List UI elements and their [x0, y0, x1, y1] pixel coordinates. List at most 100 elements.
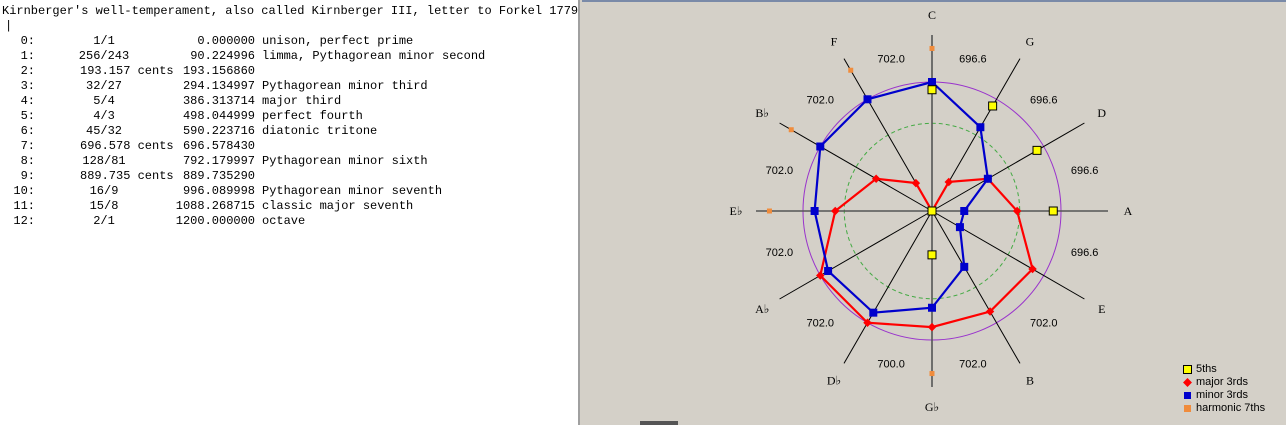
axis-label: G	[1026, 34, 1035, 48]
marker-minor-3rds	[955, 223, 964, 232]
row-index: 8:	[20, 154, 35, 168]
row-index: 1:	[20, 49, 35, 63]
row-ratio: 256/243	[78, 49, 130, 63]
fifth-size-label: 696.6	[1071, 247, 1099, 259]
fifth-size-label: 702.0	[766, 247, 794, 259]
spoke-2	[931, 122, 1085, 212]
legend-label: major 3rds	[1196, 376, 1248, 388]
legend-label: 5ths	[1196, 363, 1217, 375]
axis-label: A♭	[755, 302, 769, 316]
text-cursor: |	[5, 19, 13, 33]
scale-title: Kirnberger's well-temperament, also call…	[2, 4, 579, 18]
marker-harmonic-7ths	[766, 208, 772, 214]
axis-label: E♭	[730, 204, 743, 218]
marker-major-3rds	[816, 271, 825, 280]
marker-major-3rds	[927, 322, 937, 332]
scale-text-panel[interactable]: Kirnberger's well-temperament, also call…	[0, 0, 580, 425]
legend-marker	[1183, 365, 1192, 374]
axis-label: F	[831, 34, 838, 48]
marker-5ths	[1032, 145, 1042, 155]
legend-marker	[1184, 405, 1191, 412]
marker-minor-3rds	[810, 207, 819, 215]
row-cents: 294.134997	[182, 79, 255, 93]
fifth-size-label: 702.0	[959, 359, 987, 371]
marker-minor-3rds	[928, 78, 936, 86]
row-index: 2:	[20, 64, 35, 78]
fifth-size-label: 702.0	[877, 53, 905, 65]
marker-5ths	[927, 250, 937, 260]
series-line-minor-3rds	[813, 80, 990, 314]
marker-harmonic-7ths	[929, 45, 935, 51]
row-index: 11:	[13, 199, 35, 213]
row-interval-name: diatonic tritone	[262, 124, 378, 138]
row-interval-name: Pythagorean minor seventh	[262, 184, 443, 198]
row-cents: 90.224996	[190, 49, 255, 63]
marker-minor-3rds	[863, 95, 872, 104]
fifth-size-label: 696.6	[959, 53, 987, 65]
row-ratio: 1/1	[93, 34, 115, 48]
marker-5ths	[927, 206, 937, 216]
row-ratio: 889.735 cents	[80, 169, 174, 183]
row-cents: 0.000000	[197, 34, 255, 48]
fifth-size-label: 702.0	[1030, 318, 1058, 330]
axis-label: A	[1124, 204, 1133, 218]
marker-5ths	[1048, 206, 1058, 216]
row-cents: 1200.000000	[175, 214, 255, 228]
marker-major-3rds	[863, 318, 872, 327]
row-ratio: 2/1	[93, 214, 115, 228]
scrollbar-fragment[interactable]	[640, 421, 678, 425]
legend-label: minor 3rds	[1196, 389, 1248, 401]
axis-label: B	[1026, 374, 1034, 388]
spoke-7	[843, 210, 933, 364]
row-index: 5:	[20, 109, 35, 123]
fifth-size-label: 696.6	[1071, 165, 1099, 177]
row-interval-name: Pythagorean minor third	[262, 79, 428, 93]
axis-label: D	[1097, 106, 1106, 120]
fifth-size-label: 696.6	[1030, 94, 1058, 106]
row-cents: 889.735290	[182, 169, 255, 183]
row-interval-name: unison, perfect prime	[262, 34, 414, 48]
spoke-10	[779, 122, 933, 212]
row-index: 0:	[20, 34, 35, 48]
row-cents: 193.156860	[182, 64, 255, 78]
row-ratio: 128/81	[82, 154, 126, 168]
marker-minor-3rds	[928, 303, 936, 312]
marker-5ths	[927, 85, 937, 95]
row-ratio: 5/4	[93, 94, 115, 108]
legend-marker	[1184, 392, 1191, 399]
axis-label: C	[928, 8, 936, 22]
row-index: 10:	[13, 184, 35, 198]
fifth-size-label: 700.0	[877, 359, 905, 371]
marker-minor-3rds	[983, 174, 992, 183]
fifth-size-label: 702.0	[807, 94, 835, 106]
marker-harmonic-7ths	[929, 371, 935, 377]
row-ratio: 32/27	[86, 79, 123, 93]
row-interval-name: perfect fourth	[262, 109, 363, 123]
row-cents: 792.179997	[182, 154, 255, 168]
row-index: 3:	[20, 79, 35, 93]
row-index: 12:	[13, 214, 35, 228]
series-line-major-3rds	[819, 177, 1034, 329]
row-interval-name: Pythagorean minor sixth	[262, 154, 428, 168]
marker-major-3rds	[1028, 264, 1037, 274]
marker-5ths	[988, 101, 998, 111]
legend-label: harmonic 7ths	[1196, 402, 1266, 414]
row-index: 4:	[20, 94, 35, 108]
row-ratio: 45/32	[86, 124, 123, 138]
marker-minor-3rds	[869, 308, 878, 317]
marker-harmonic-7ths	[848, 67, 854, 73]
marker-minor-3rds	[960, 262, 969, 271]
spoke-8	[779, 210, 933, 300]
row-ratio: 16/9	[89, 184, 119, 198]
row-interval-name: classic major seventh	[262, 199, 414, 213]
row-cents: 1088.268715	[175, 199, 255, 213]
row-index: 9:	[20, 169, 35, 183]
fifth-size-label: 702.0	[766, 165, 794, 177]
marker-minor-3rds	[816, 142, 825, 151]
row-interval-name: major third	[262, 94, 342, 108]
marker-minor-3rds	[976, 123, 985, 132]
row-cents: 696.578430	[182, 139, 255, 153]
axis-label: B♭	[755, 106, 769, 120]
fifth-size-label: 702.0	[807, 318, 835, 330]
marker-minor-3rds	[960, 207, 969, 215]
